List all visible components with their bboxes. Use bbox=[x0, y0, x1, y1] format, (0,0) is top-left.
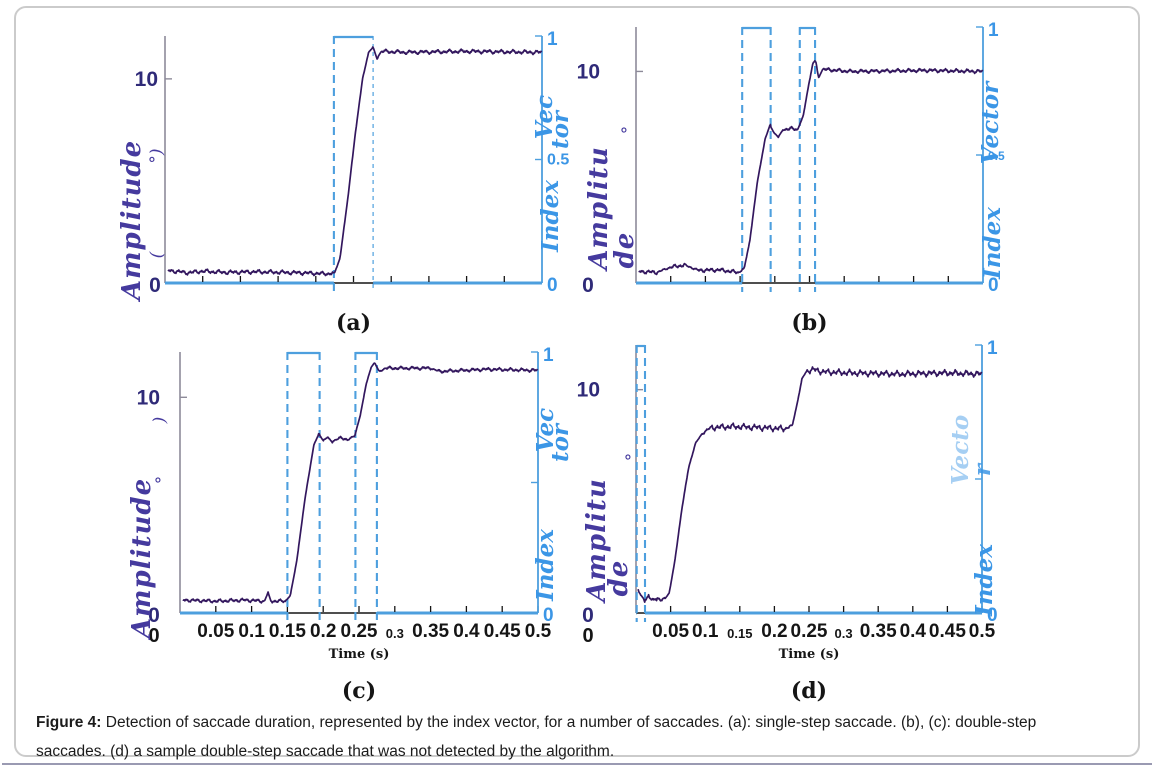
y-left-unit: ) bbox=[150, 417, 170, 425]
amplitude-trace bbox=[638, 60, 984, 276]
y-right-tick-label: 1 bbox=[987, 338, 998, 359]
y-left-unit: °) bbox=[147, 148, 167, 163]
y-right-axis-title-index: Index bbox=[532, 529, 559, 602]
y-left-unit: ° bbox=[619, 126, 639, 135]
x-tick-label: 0.25 bbox=[341, 621, 378, 642]
y-left-axis-title: Amplitu bbox=[584, 146, 614, 273]
x-axis-title: Time (s) bbox=[329, 647, 390, 662]
y-left-tick-label: 10 bbox=[577, 379, 600, 402]
x-tick-label: 0.2 bbox=[761, 621, 787, 642]
x-zero-label: 0 bbox=[148, 625, 159, 647]
y-left-tick-label: 10 bbox=[577, 60, 600, 83]
x-tick-label: 0.2 bbox=[310, 621, 336, 642]
y-right-tick-label: 1 bbox=[543, 345, 554, 366]
x-tick-label: 0.3 bbox=[386, 626, 404, 641]
y-right-tick-label: 1 bbox=[547, 29, 558, 50]
panel-label: (a) bbox=[336, 310, 371, 336]
x-tick-label: 0.15 bbox=[727, 626, 752, 641]
y-left-axis-title: Amplitu bbox=[582, 478, 612, 605]
x-tick-label: 0.35 bbox=[412, 621, 449, 642]
x-tick-label: 0.45 bbox=[484, 621, 521, 642]
y-right-tick-label: 0 bbox=[987, 605, 998, 626]
x-axis-title: Time (s) bbox=[779, 647, 840, 662]
y-right-axis-title: Vector bbox=[977, 80, 1004, 164]
x-tick-label: 0.45 bbox=[929, 621, 966, 642]
x-tick-label: 0.3 bbox=[835, 626, 853, 641]
figure-caption-label: Figure 4: bbox=[36, 714, 102, 731]
y-left-axis-title: de bbox=[604, 560, 634, 597]
y-left-unit: ( bbox=[147, 251, 167, 258]
y-left-axis-title: Amplitude bbox=[117, 140, 147, 303]
x-tick-label: 0.05 bbox=[197, 621, 234, 642]
amplitude-trace bbox=[637, 366, 983, 603]
figure-caption: Figure 4: Detection of saccade duration,… bbox=[36, 708, 1044, 767]
y-left-unit: ° bbox=[153, 476, 173, 485]
x-tick-label: 0.4 bbox=[900, 621, 927, 642]
x-zero-label: 0 bbox=[582, 625, 593, 647]
y-left-axis-title: de bbox=[610, 232, 640, 269]
x-tick-label: 0.35 bbox=[860, 621, 897, 642]
x-tick-label: 0.1 bbox=[692, 621, 719, 642]
y-right-tick-label: 0 bbox=[547, 275, 558, 296]
y-right-axis-title: Vec bbox=[532, 408, 559, 452]
y-left-tick-label: 10 bbox=[137, 386, 160, 409]
y-right-tick-label: 0.5 bbox=[547, 152, 569, 169]
y-right-axis-title: Vecto bbox=[947, 415, 974, 485]
y-left-unit: ° bbox=[623, 453, 643, 462]
y-left-tick-label: 10 bbox=[135, 68, 158, 91]
y-right-tick-label: 0 bbox=[543, 605, 554, 626]
panel-label: (d) bbox=[791, 678, 827, 704]
y-left-zero-label: 0 bbox=[149, 274, 161, 297]
y-right-axis-title: tor bbox=[547, 109, 574, 149]
bottom-divider bbox=[2, 763, 1152, 765]
x-tick-label: 0.5 bbox=[525, 621, 552, 642]
y-right-axis-title: r bbox=[969, 462, 996, 476]
y-right-tick-label: 1 bbox=[988, 20, 999, 41]
y-left-zero-label: 0 bbox=[148, 604, 160, 627]
amplitude-trace bbox=[182, 362, 539, 604]
y-right-axis-title-index: Index bbox=[971, 544, 998, 617]
amplitude-trace bbox=[167, 46, 543, 277]
x-tick-label: 0.5 bbox=[969, 621, 996, 642]
figure-card-border bbox=[14, 6, 1140, 757]
y-left-axis-title: Amplitude bbox=[127, 478, 157, 641]
figure-caption-text: Detection of saccade duration, represent… bbox=[36, 714, 1037, 761]
x-tick-label: 0.1 bbox=[238, 621, 265, 642]
x-tick-label: 0.05 bbox=[652, 621, 689, 642]
y-right-axis-title: tor bbox=[547, 422, 574, 462]
panel-label: (b) bbox=[791, 310, 827, 336]
y-right-axis-title-index: Index bbox=[979, 207, 1006, 280]
x-tick-label: 0.15 bbox=[269, 621, 306, 642]
y-left-zero-label: 0 bbox=[582, 604, 594, 627]
y-right-axis-title: Vec bbox=[531, 95, 558, 139]
y-left-zero-label: 0 bbox=[582, 274, 594, 297]
y-right-tick-label: 0.5 bbox=[988, 149, 1005, 163]
y-right-tick-label: 0 bbox=[988, 275, 999, 296]
panel-label: (c) bbox=[342, 678, 376, 704]
y-right-axis-title-index: Index bbox=[537, 180, 564, 253]
x-tick-label: 0.25 bbox=[791, 621, 828, 642]
x-tick-label: 0.4 bbox=[453, 621, 480, 642]
